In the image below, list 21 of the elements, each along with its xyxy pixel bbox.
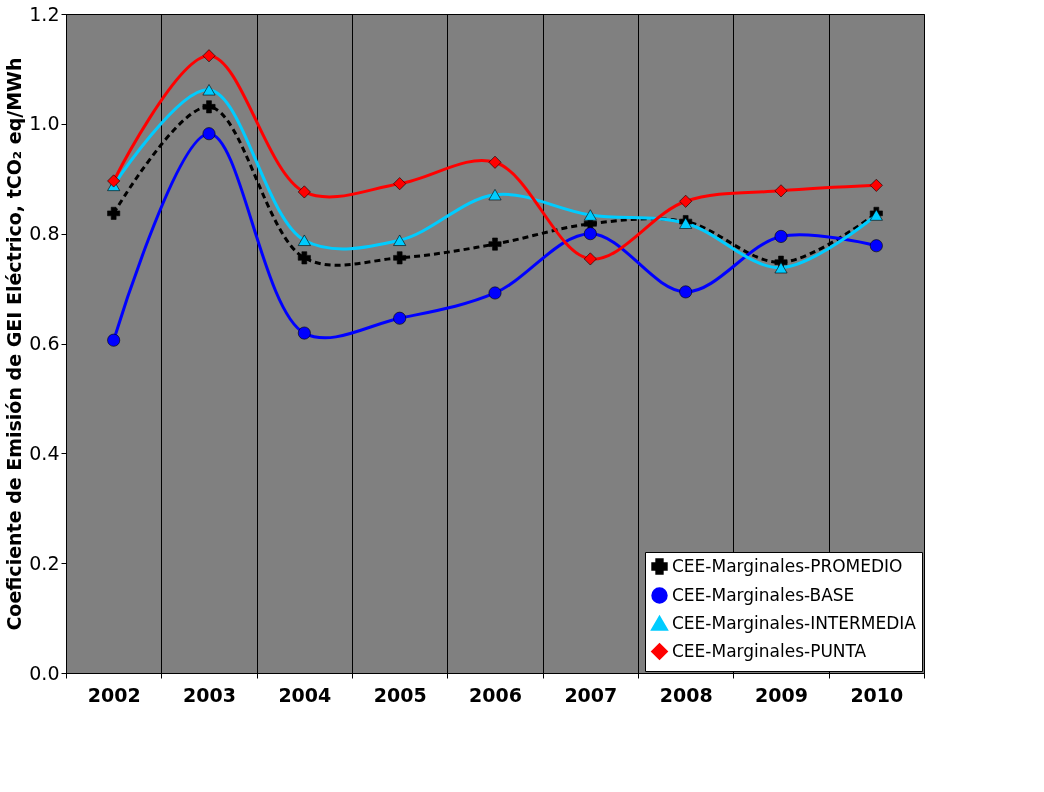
x-tick-label: 2010 — [850, 683, 904, 706]
y-tick-label: 0.6 — [29, 332, 60, 354]
x-tick-label: 2003 — [183, 683, 236, 706]
y-tick-label: 0.2 — [29, 551, 60, 574]
y-tick-label: 1.0 — [29, 112, 60, 135]
x-tick-label: 2008 — [659, 683, 713, 706]
x-tick-label: 2006 — [469, 683, 522, 706]
y-axis-title: Coeficiente de Emisión de GEI Eléctrico, tCO₂ eq/MWh — [3, 57, 26, 631]
legend-label: CEE-Marginales-INTERMEDIA — [672, 612, 917, 633]
x-tick-label: 2004 — [278, 683, 332, 706]
x-tick-label: 2009 — [755, 683, 808, 706]
x-tick-label: 2005 — [373, 683, 427, 706]
legend-label: CEE-Marginales-PROMEDIO — [672, 555, 903, 576]
legend-label: CEE-Marginales-PUNTA — [672, 640, 867, 661]
x-tick-label: 2002 — [87, 683, 141, 706]
y-tick-label: 0.4 — [29, 441, 60, 464]
y-tick-label: 1.2 — [29, 2, 60, 25]
x-tick-label: 2007 — [564, 683, 618, 706]
legend-label: CEE-Marginales-BASE — [672, 584, 855, 605]
y-tick-label: 0.0 — [29, 661, 60, 684]
y-tick-label: 0.8 — [29, 222, 60, 245]
